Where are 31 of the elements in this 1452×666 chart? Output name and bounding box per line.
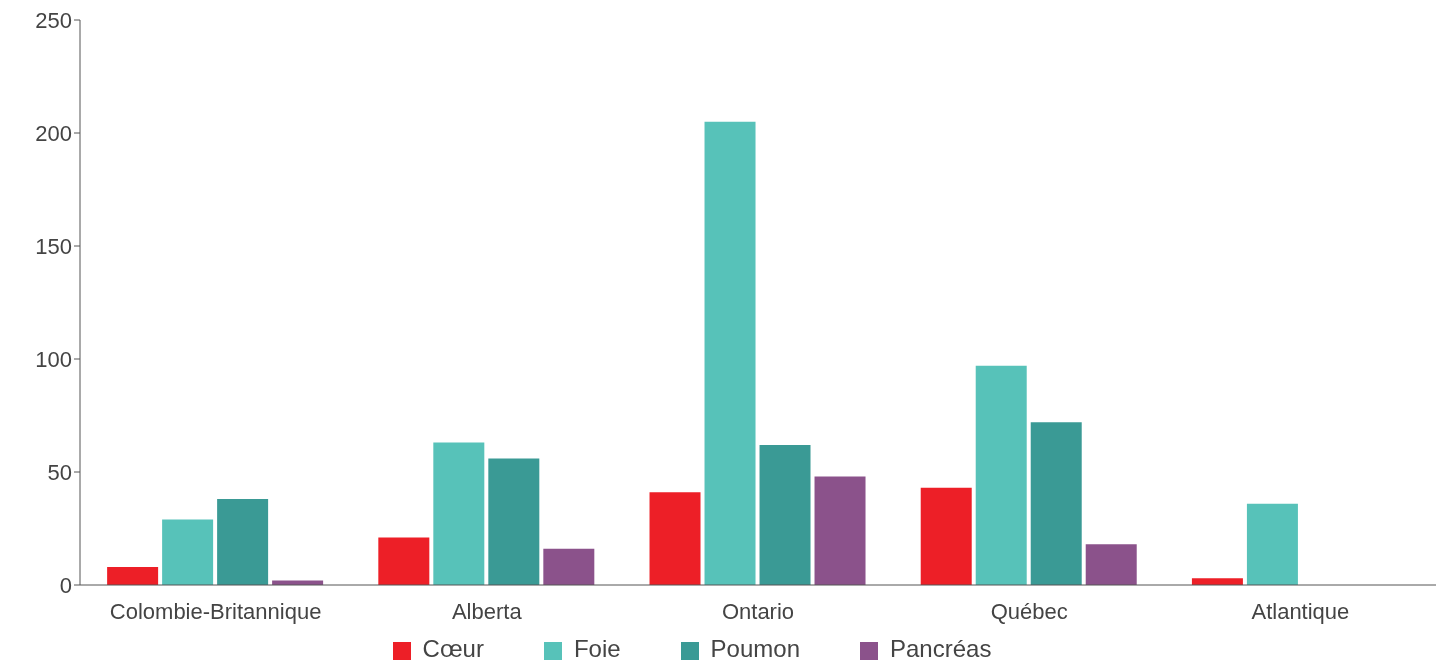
bar — [975, 365, 1027, 585]
y-tick-label: 150 — [35, 233, 72, 259]
x-tick-label: Atlantique — [1251, 598, 1350, 624]
bar — [814, 476, 866, 585]
bar — [1030, 422, 1082, 585]
bar — [107, 566, 159, 585]
bar — [378, 537, 430, 585]
y-tick-label: 250 — [35, 7, 72, 33]
legend-label: Poumon — [710, 635, 800, 662]
y-tick-label: 50 — [47, 459, 72, 485]
bar — [433, 442, 485, 585]
bar — [1085, 544, 1137, 585]
x-tick-label: Alberta — [451, 598, 523, 624]
y-tick-label: 100 — [35, 346, 72, 372]
x-tick-label: Québec — [990, 598, 1068, 624]
bar — [1246, 503, 1298, 585]
y-tick-label: 200 — [35, 120, 72, 146]
bar — [162, 519, 214, 585]
bar — [543, 548, 595, 585]
legend-label: Cœur — [422, 635, 484, 662]
bar — [759, 444, 811, 585]
bar — [649, 492, 701, 585]
legend-label: Foie — [573, 635, 621, 662]
x-tick-label: Ontario — [721, 598, 795, 624]
x-tick-label: Colombie-Britannique — [109, 598, 322, 624]
bar — [217, 499, 269, 585]
legend-label: Pancréas — [890, 635, 992, 662]
bar — [920, 487, 972, 585]
bar — [704, 121, 756, 585]
bar — [488, 458, 540, 585]
y-tick-label: 0 — [59, 572, 72, 598]
